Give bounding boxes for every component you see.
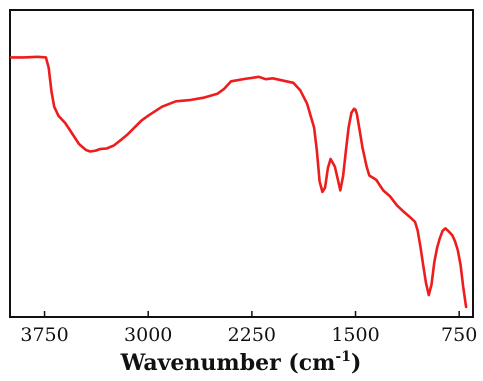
spectrum-line [9,55,468,309]
x-tick-label: 2250 [228,324,276,346]
x-axis-ticks: 3750 3000 2250 1500 750 [20,311,477,346]
plot-frame [9,9,474,318]
x-axis-title-main: Wavenumber (cm [120,350,336,376]
x-axis-title-suffix: ) [351,350,361,376]
x-axis-title: Wavenumber (cm-1) [120,349,362,376]
x-tick-label: 3750 [20,324,68,346]
x-axis-title-superscript: -1 [335,349,351,365]
x-tick-label: 3000 [124,324,172,346]
x-tick-label: 1500 [331,324,379,346]
x-tick-label: 750 [441,324,477,346]
